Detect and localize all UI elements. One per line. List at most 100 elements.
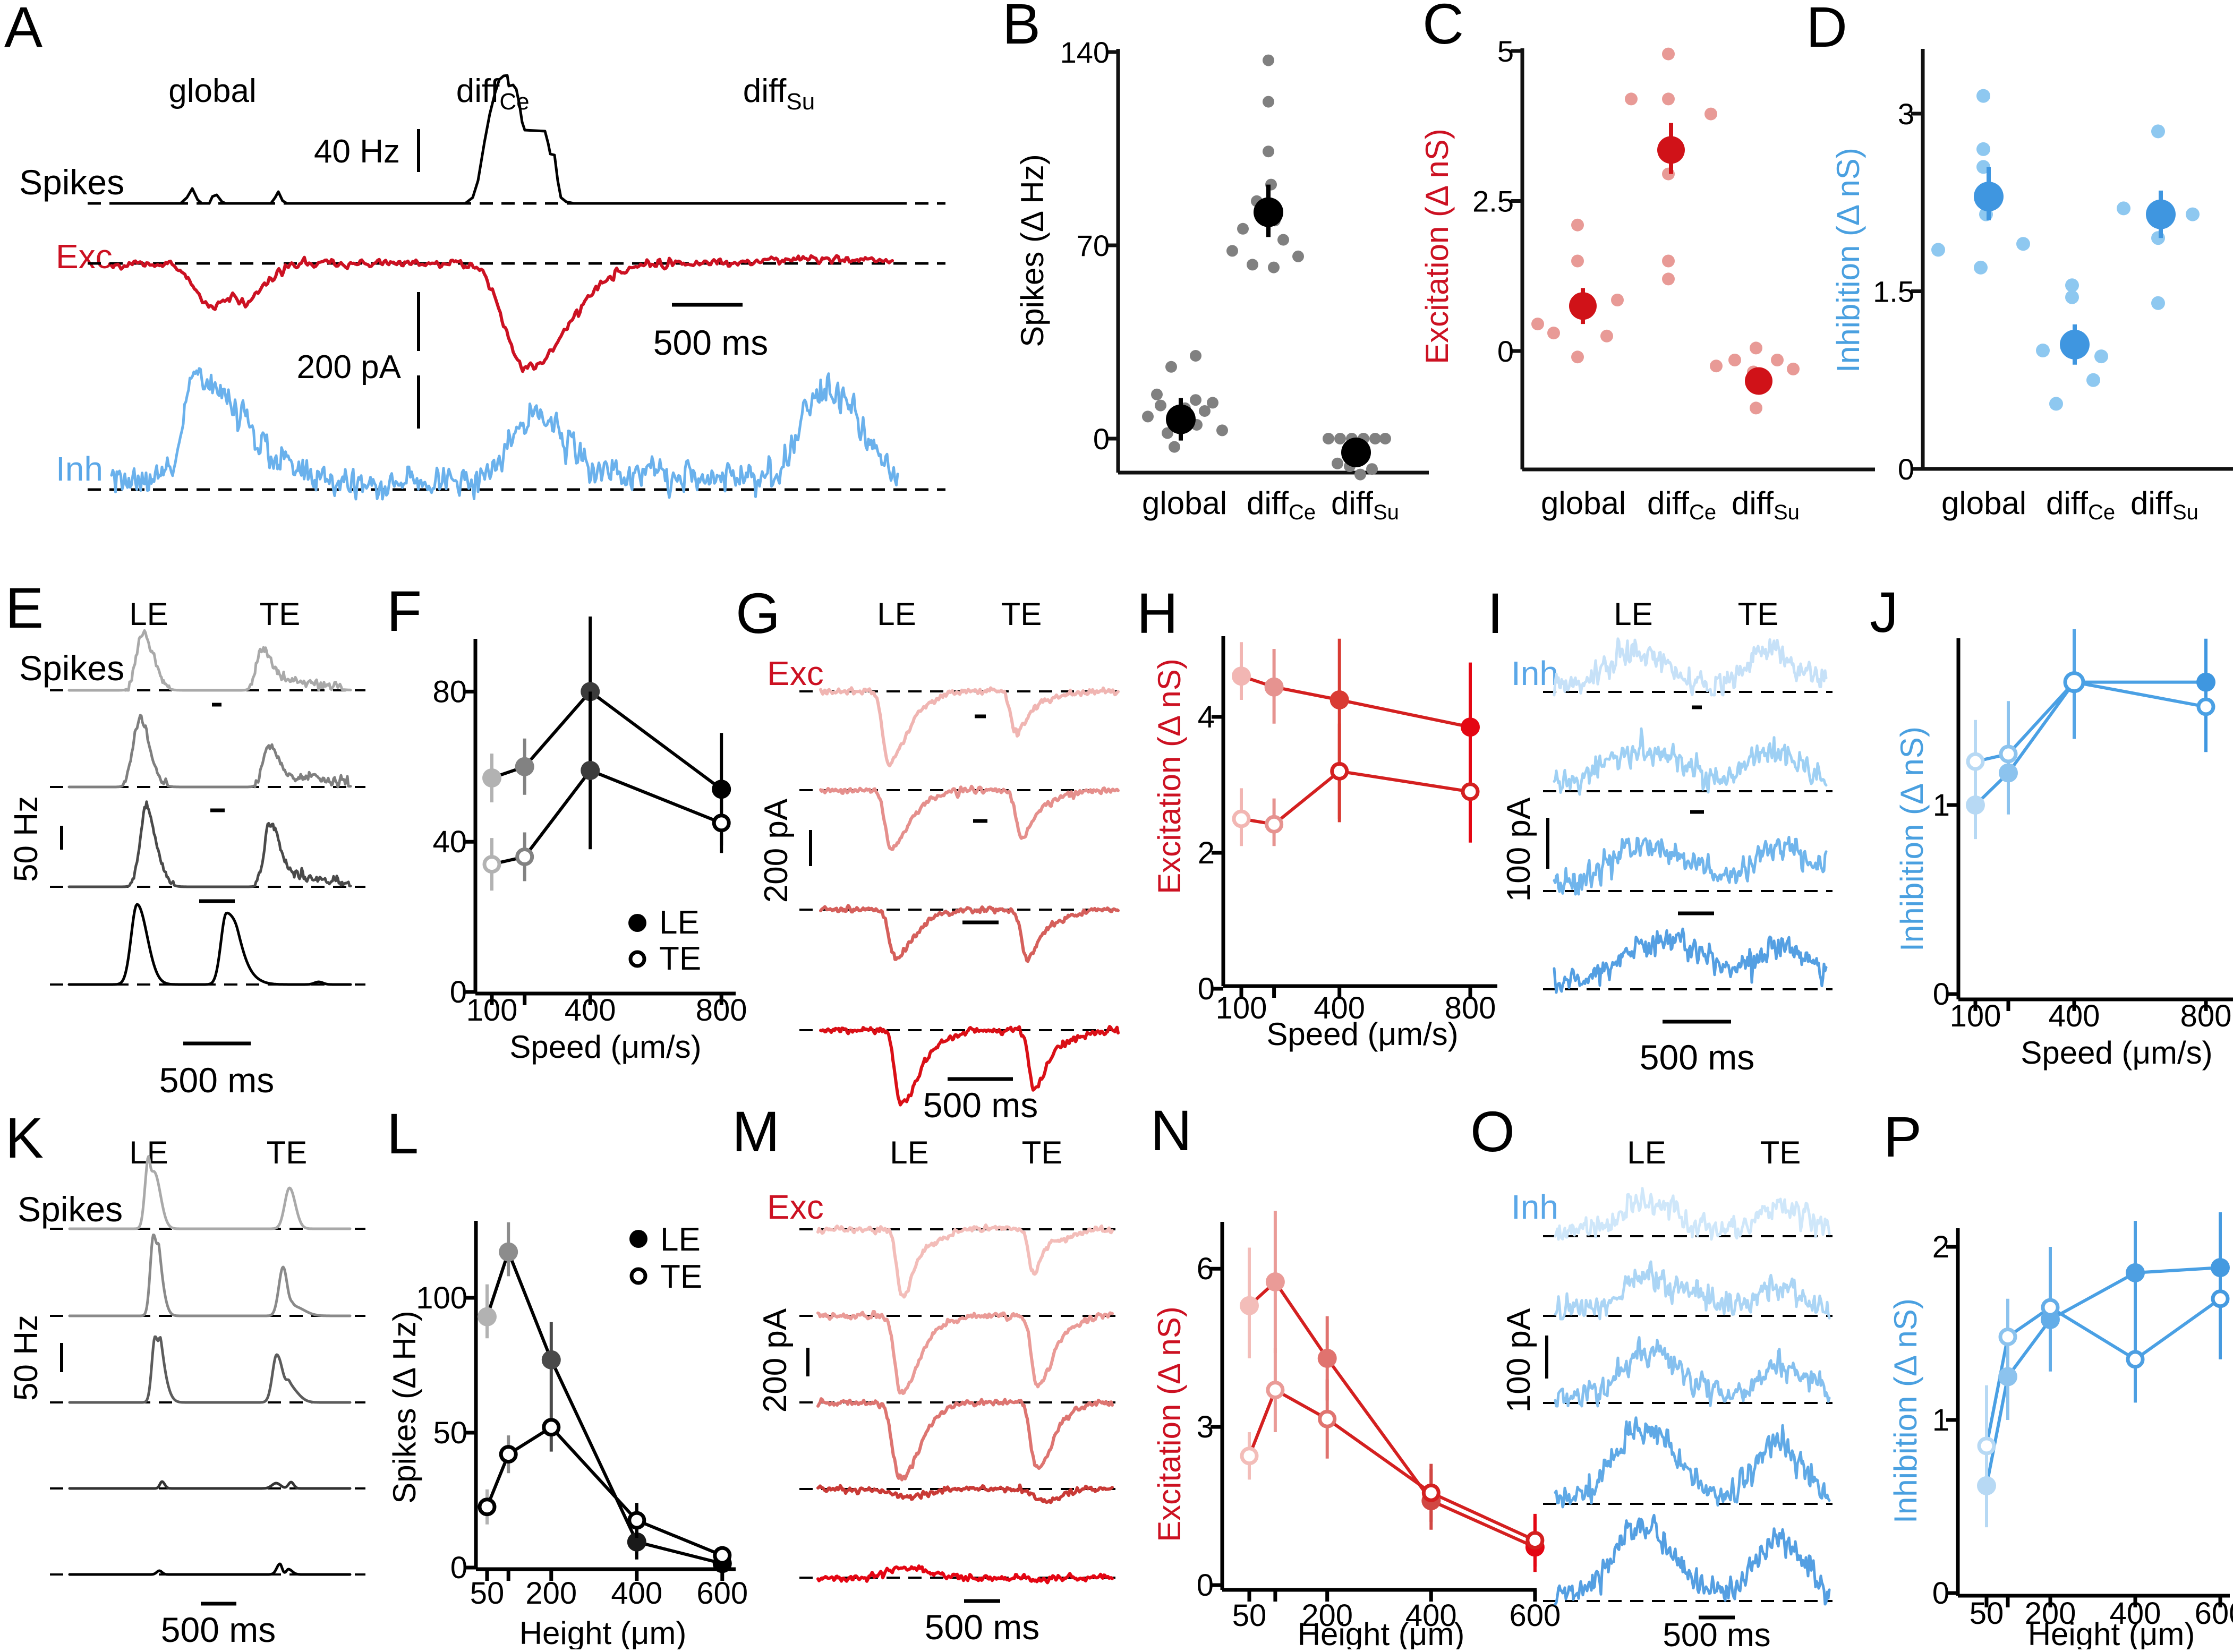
svg-text:M: M bbox=[732, 1099, 780, 1163]
svg-text:200: 200 bbox=[1301, 1598, 1353, 1633]
svg-text:3: 3 bbox=[1197, 1410, 1214, 1444]
svg-text:50 Hz: 50 Hz bbox=[8, 796, 45, 882]
svg-text:Spikes (Δ Hz): Spikes (Δ Hz) bbox=[387, 1311, 422, 1504]
svg-text:Exc: Exc bbox=[56, 237, 113, 276]
svg-text:80: 80 bbox=[432, 674, 467, 709]
svg-text:Inh: Inh bbox=[56, 450, 103, 488]
svg-text:J: J bbox=[1870, 580, 1898, 644]
svg-text:LE: LE bbox=[1627, 1135, 1666, 1170]
svg-text:40: 40 bbox=[432, 825, 467, 859]
svg-text:1: 1 bbox=[1933, 788, 1950, 823]
svg-text:600: 600 bbox=[2195, 1596, 2233, 1631]
svg-text:E: E bbox=[5, 576, 44, 640]
svg-text:Inhibition (Δ nS): Inhibition (Δ nS) bbox=[1830, 148, 1866, 373]
svg-text:global: global bbox=[168, 73, 256, 109]
svg-text:200 pA: 200 pA bbox=[758, 798, 795, 903]
svg-text:5: 5 bbox=[1497, 35, 1514, 68]
svg-text:50: 50 bbox=[1970, 1596, 2004, 1631]
svg-text:100 pA: 100 pA bbox=[1501, 797, 1537, 902]
svg-text:0: 0 bbox=[1198, 972, 1215, 1006]
svg-text:Exc: Exc bbox=[767, 654, 824, 692]
svg-text:0: 0 bbox=[1898, 452, 1914, 486]
svg-text:0: 0 bbox=[450, 975, 467, 1009]
svg-text:50: 50 bbox=[433, 1416, 467, 1450]
svg-text:LE: LE bbox=[129, 1135, 168, 1170]
svg-text:global: global bbox=[1142, 485, 1227, 521]
svg-text:TE: TE bbox=[1760, 1135, 1801, 1170]
svg-text:Inh: Inh bbox=[1511, 1188, 1558, 1226]
svg-text:H: H bbox=[1137, 581, 1178, 645]
svg-text:100 pA: 100 pA bbox=[1501, 1308, 1537, 1413]
svg-text:K: K bbox=[5, 1106, 44, 1170]
svg-text:Excitation (Δ nS): Excitation (Δ nS) bbox=[1419, 129, 1455, 364]
svg-text:F: F bbox=[387, 579, 422, 643]
svg-text:I: I bbox=[1487, 581, 1503, 645]
svg-text:400: 400 bbox=[2049, 999, 2100, 1033]
svg-text:0: 0 bbox=[1093, 422, 1110, 456]
svg-text:500 ms: 500 ms bbox=[161, 1610, 276, 1649]
svg-text:400: 400 bbox=[565, 993, 616, 1028]
svg-text:N: N bbox=[1150, 1098, 1192, 1162]
svg-text:200: 200 bbox=[2025, 1596, 2076, 1631]
svg-text:0: 0 bbox=[1933, 977, 1950, 1012]
svg-text:600: 600 bbox=[696, 1576, 748, 1611]
svg-text:2: 2 bbox=[1932, 1230, 1949, 1264]
svg-text:Inhibition (Δ nS): Inhibition (Δ nS) bbox=[1888, 1298, 1923, 1523]
svg-text:1: 1 bbox=[1932, 1403, 1949, 1437]
svg-text:0: 0 bbox=[1932, 1576, 1949, 1611]
svg-text:P: P bbox=[1883, 1105, 1922, 1169]
svg-text:TE: TE bbox=[1022, 1135, 1063, 1170]
svg-text:200 pA: 200 pA bbox=[296, 349, 401, 386]
svg-text:Height (μm): Height (μm) bbox=[2028, 1616, 2195, 1649]
svg-text:140: 140 bbox=[1060, 36, 1110, 69]
svg-text:2.5: 2.5 bbox=[1472, 185, 1514, 218]
svg-text:100: 100 bbox=[466, 993, 518, 1028]
svg-text:40 Hz: 40 Hz bbox=[314, 133, 400, 170]
svg-text:Spikes: Spikes bbox=[18, 1189, 123, 1229]
svg-text:global: global bbox=[1941, 485, 2026, 521]
svg-text:200: 200 bbox=[525, 1576, 577, 1611]
svg-text:6: 6 bbox=[1197, 1252, 1214, 1286]
svg-text:500 ms: 500 ms bbox=[925, 1607, 1039, 1647]
svg-text:600: 600 bbox=[1510, 1598, 1561, 1633]
svg-text:2: 2 bbox=[1198, 836, 1215, 870]
svg-text:Spikes: Spikes bbox=[19, 648, 124, 688]
svg-text:500 ms: 500 ms bbox=[1640, 1038, 1754, 1077]
svg-text:70: 70 bbox=[1077, 229, 1110, 262]
svg-text:LE: LE bbox=[129, 596, 168, 632]
svg-text:Exc: Exc bbox=[767, 1188, 824, 1226]
svg-text:Speed (μm/s): Speed (μm/s) bbox=[1266, 1016, 1458, 1052]
svg-text:TE: TE bbox=[267, 1135, 308, 1170]
svg-text:O: O bbox=[1470, 1099, 1515, 1163]
svg-text:800: 800 bbox=[1445, 991, 1496, 1025]
svg-text:A: A bbox=[4, 0, 42, 59]
svg-text:400: 400 bbox=[2110, 1596, 2161, 1631]
svg-text:400: 400 bbox=[611, 1576, 662, 1611]
svg-text:100: 100 bbox=[1216, 991, 1267, 1025]
svg-text:500 ms: 500 ms bbox=[653, 323, 768, 362]
svg-text:500 ms: 500 ms bbox=[923, 1085, 1038, 1125]
svg-text:LE: LE bbox=[877, 596, 916, 632]
svg-text:LE: LE bbox=[890, 1135, 928, 1170]
svg-text:800: 800 bbox=[696, 993, 747, 1028]
svg-text:TE: TE bbox=[660, 1259, 702, 1295]
svg-text:C: C bbox=[1422, 0, 1464, 56]
svg-text:Spikes: Spikes bbox=[19, 162, 124, 202]
svg-text:D: D bbox=[1806, 0, 1847, 59]
svg-text:400: 400 bbox=[1314, 991, 1365, 1025]
svg-text:800: 800 bbox=[2180, 999, 2232, 1033]
svg-text:Spikes (Δ Hz): Spikes (Δ Hz) bbox=[1015, 154, 1050, 347]
svg-text:3: 3 bbox=[1898, 97, 1914, 131]
svg-text:Height (μm): Height (μm) bbox=[1298, 1616, 1465, 1649]
svg-text:4: 4 bbox=[1198, 700, 1215, 734]
svg-text:50: 50 bbox=[1232, 1598, 1267, 1633]
svg-text:200 pA: 200 pA bbox=[757, 1308, 794, 1413]
svg-text:Excitation (Δ nS): Excitation (Δ nS) bbox=[1152, 1306, 1187, 1542]
svg-text:0: 0 bbox=[1497, 335, 1514, 368]
svg-text:TE: TE bbox=[659, 940, 701, 977]
svg-text:LE: LE bbox=[659, 904, 700, 941]
svg-text:500 ms: 500 ms bbox=[159, 1060, 274, 1100]
svg-text:400: 400 bbox=[1405, 1598, 1457, 1633]
svg-text:500 ms: 500 ms bbox=[1663, 1617, 1770, 1649]
svg-text:B: B bbox=[1002, 0, 1041, 56]
